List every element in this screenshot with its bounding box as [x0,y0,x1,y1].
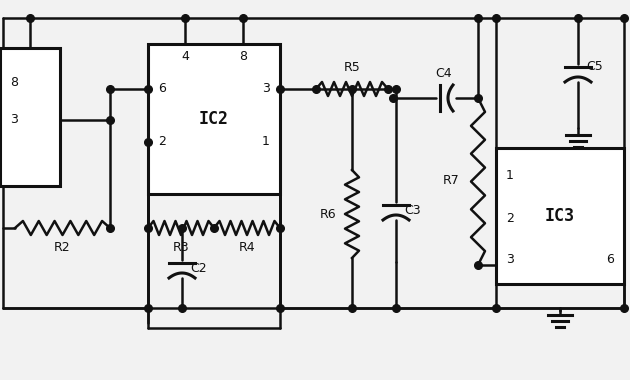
Text: C3: C3 [404,204,421,217]
Text: 4: 4 [181,49,189,62]
Text: C2: C2 [190,261,207,274]
Text: 8: 8 [10,76,18,89]
Text: IC3: IC3 [545,207,575,225]
Bar [148,44,280,194]
Text: C4: C4 [436,67,452,80]
Text: 6: 6 [158,82,166,95]
Text: 6: 6 [606,253,614,266]
Bar [0,48,60,186]
Text: 3: 3 [262,82,270,95]
Text: R2: R2 [54,241,71,254]
Text: C5: C5 [586,60,603,73]
Bar [496,148,624,284]
Text: R7: R7 [444,174,460,187]
Text: 3: 3 [10,113,18,126]
Text: R5: R5 [343,61,360,74]
Text: IC2: IC2 [199,110,229,128]
Text: 2: 2 [506,212,514,225]
Text: 1: 1 [262,135,270,148]
Text: 3: 3 [506,253,514,266]
Text: 2: 2 [158,135,166,148]
Text: 1: 1 [506,169,514,182]
Text: R4: R4 [239,241,255,254]
Text: 8: 8 [239,49,247,62]
Text: R6: R6 [319,207,336,220]
Text: R3: R3 [173,241,189,254]
